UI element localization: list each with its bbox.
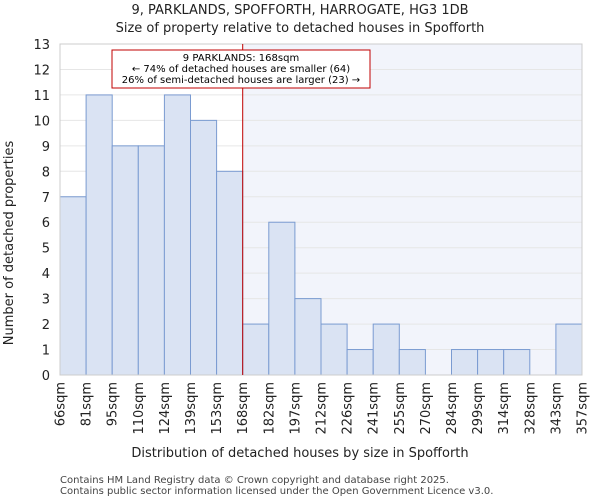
x-tick-label: 241sqm [367, 382, 382, 435]
histogram-bar [503, 349, 531, 376]
y-tick-label: 7 [42, 191, 50, 206]
x-tick-label: 299sqm [471, 382, 486, 435]
histogram-bar [372, 323, 400, 376]
footer-licence: Contains public sector information licen… [60, 486, 493, 497]
x-tick-label: 197sqm [288, 382, 303, 435]
y-tick-label: 4 [42, 267, 50, 282]
histogram-bar [555, 323, 583, 376]
histogram-bar [137, 145, 165, 376]
x-tick-label: 226sqm [341, 382, 356, 435]
y-tick-label: 8 [42, 165, 50, 180]
x-axis-label: Distribution of detached houses by size … [131, 446, 468, 461]
histogram-bar [346, 349, 374, 376]
annotation-line-1: 9 PARKLANDS: 168sqm [183, 53, 299, 64]
plot-frame [59, 43, 583, 376]
x-tick-label: 255sqm [393, 382, 408, 435]
histogram-bar [268, 221, 296, 376]
x-tick-label: 139sqm [184, 382, 199, 435]
annotation-line-3: 26% of semi-detached houses are larger (… [122, 75, 360, 86]
histogram-bar [59, 196, 87, 376]
y-tick-label: 0 [42, 369, 50, 384]
y-tick-label: 6 [42, 216, 50, 231]
y-tick-label: 2 [42, 318, 50, 333]
annotation-box [111, 49, 371, 89]
histogram-bar [477, 349, 505, 376]
x-tick-label: 95sqm [106, 382, 121, 426]
chart-title: 9, PARKLANDS, SPOFFORTH, HARROGATE, HG3 … [131, 3, 468, 18]
y-tick-label: 9 [42, 140, 50, 155]
x-tick-label: 81sqm [80, 382, 95, 426]
histogram-bar [163, 94, 191, 376]
x-tick-label: 328sqm [523, 382, 538, 435]
x-tick-label: 212sqm [315, 382, 330, 435]
x-tick-label: 357sqm [576, 382, 591, 435]
x-tick-label: 66sqm [54, 382, 69, 426]
chart-subtitle: Size of property relative to detached ho… [116, 21, 485, 36]
x-tick-label: 270sqm [419, 382, 434, 435]
histogram-bar [320, 323, 348, 376]
y-axis-label: Number of detached properties [2, 141, 17, 346]
x-tick-label: 168sqm [236, 382, 251, 435]
x-tick-label: 124sqm [158, 382, 173, 435]
y-tick-label: 5 [42, 242, 50, 257]
y-tick-label: 12 [33, 63, 50, 78]
y-tick-label: 11 [33, 89, 50, 104]
histogram-bar [111, 145, 139, 376]
histogram-bar [242, 323, 270, 376]
x-tick-label: 182sqm [262, 382, 277, 435]
x-tick-label: 110sqm [132, 382, 147, 435]
histogram-bar [451, 349, 479, 376]
y-tick-label: 1 [42, 344, 50, 359]
histogram-bar [294, 298, 322, 376]
x-tick-label: 284sqm [445, 382, 460, 435]
histogram-bar [216, 170, 244, 376]
histogram-bar [398, 349, 426, 376]
histogram-bar [85, 94, 113, 376]
footer-copyright: Contains HM Land Registry data © Crown c… [60, 475, 449, 486]
annotation-line-2: ← 74% of detached houses are smaller (64… [132, 64, 350, 75]
histogram-bar [190, 119, 218, 376]
x-tick-label: 343sqm [549, 382, 564, 435]
y-tick-label: 10 [33, 114, 50, 129]
y-tick-label: 3 [42, 293, 50, 308]
y-tick-label: 13 [33, 38, 50, 53]
x-tick-label: 153sqm [210, 382, 225, 435]
x-tick-label: 314sqm [497, 382, 512, 435]
